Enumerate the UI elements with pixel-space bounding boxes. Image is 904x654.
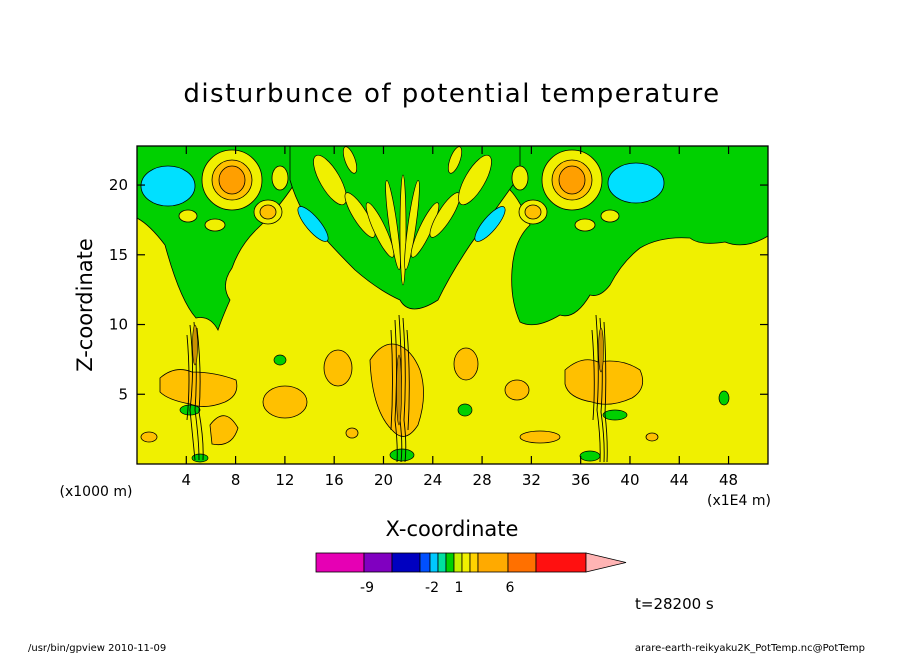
colorbar: [315, 552, 627, 573]
colorbar-label-0: -9: [360, 580, 374, 596]
cyan-streak-left: [297, 206, 329, 242]
colorbar-extension: [585, 552, 627, 573]
x-tick-label-32: 32: [522, 471, 541, 489]
warm-regions: [140, 343, 659, 446]
colorbar-segment-7: [453, 552, 463, 573]
y-axis-label: Z-coordinate: [73, 238, 97, 372]
colorbar-segment-10: [477, 552, 509, 573]
x-axis-label: X-coordinate: [386, 517, 519, 541]
colorbar-label-3: 6: [506, 580, 515, 596]
x-tick-label-16: 16: [325, 471, 344, 489]
colorbar-segment-8: [461, 552, 471, 573]
plot-frame: [136, 145, 769, 465]
x-tick-label-4: 4: [182, 471, 192, 489]
colorbar-segment-12: [535, 552, 587, 573]
plot-area: [137, 146, 768, 464]
y-tick-label-20: 20: [109, 176, 128, 194]
convective-column-x5: [159, 369, 238, 407]
x-axis-tick-labels: 4 8 12 16 20 24 28 32 36 40 44 48: [182, 471, 739, 489]
x-tick-label-20: 20: [374, 471, 393, 489]
colorbar-segment-11: [507, 552, 537, 573]
lower-green-islands: [179, 354, 730, 463]
column-cores: [192, 324, 604, 426]
upper-cells-right: [511, 149, 620, 232]
colorbar-segment-6: [445, 552, 455, 573]
orange-core-right: [558, 165, 586, 195]
time-annotation: t=28200 s: [635, 595, 714, 613]
x-tick-label-8: 8: [231, 471, 241, 489]
footer-left: /usr/bin/gpview 2010-11-09: [28, 643, 166, 654]
plume-streaks: [313, 146, 492, 286]
x-tick-label-28: 28: [473, 471, 492, 489]
colorbar-label-2: 1: [455, 580, 464, 596]
x-unit-right: (x1E4 m): [707, 493, 771, 509]
colorbar-segment-4: [429, 552, 439, 573]
colorbar-tick-labels: -9 -2 1 6: [360, 580, 515, 596]
colorbar-segment-1: [363, 552, 393, 573]
footer-right: arare-earth-reikyaku2K_PotTemp.nc@PotTem…: [635, 643, 865, 654]
x-tick-label-40: 40: [620, 471, 639, 489]
y-axis-tick-labels: 5 10 15 20: [109, 176, 128, 403]
cyan-blob-right: [607, 162, 665, 204]
x-tick-label-48: 48: [719, 471, 738, 489]
x-tick-label-36: 36: [571, 471, 590, 489]
colorbar-segment-5: [437, 552, 447, 573]
y-axis-ticks: [137, 184, 768, 395]
convective-column-x38: [564, 359, 644, 405]
colorbar-segment-2: [391, 552, 421, 573]
cyan-blob-left: [140, 165, 196, 207]
colorbar-label-1: -2: [425, 580, 439, 596]
colorbar-segment-9: [469, 552, 479, 573]
upper-cells-left: [178, 149, 289, 232]
x-unit-left: (x1000 m): [60, 484, 133, 500]
y-tick-label-5: 5: [118, 385, 128, 403]
y-tick-label-10: 10: [109, 316, 128, 334]
colorbar-segment-0: [315, 552, 365, 573]
orange-core-left: [218, 165, 246, 195]
x-tick-label-24: 24: [423, 471, 442, 489]
x-axis-ticks: [185, 146, 730, 464]
cyan-streak-right: [474, 206, 506, 242]
x-tick-label-44: 44: [670, 471, 689, 489]
y-tick-label-15: 15: [109, 246, 128, 264]
x-tick-label-12: 12: [275, 471, 294, 489]
chart-title: disturbunce of potential temperature: [183, 79, 720, 109]
colorbar-segment-3: [419, 552, 431, 573]
